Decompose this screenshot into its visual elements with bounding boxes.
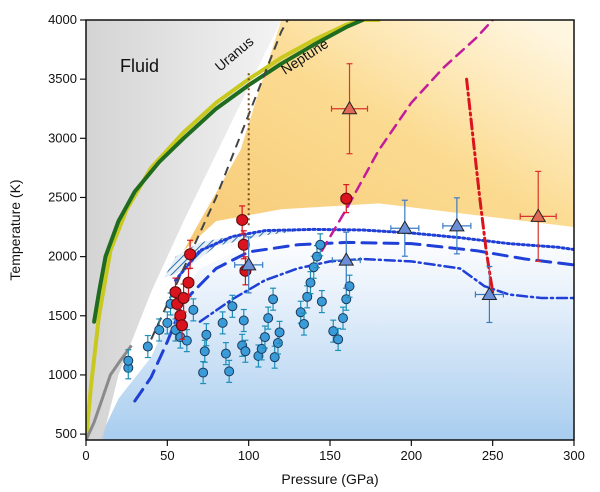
blue-data-point	[220, 348, 231, 359]
curves-group	[86, 20, 574, 440]
x-axis-label: Pressure (GPa)	[281, 471, 378, 487]
y-tick-label: 3500	[48, 71, 77, 86]
blue-data-point	[315, 239, 326, 250]
blue-data-point	[181, 335, 192, 346]
x-tick-label: 150	[319, 448, 341, 463]
x-tick-label: 200	[400, 448, 422, 463]
blue-data-point	[154, 324, 165, 335]
red-triangle-point	[530, 208, 547, 222]
blue-data-point	[269, 352, 280, 363]
fluid-label: Fluid	[120, 56, 159, 76]
red-data-point	[236, 213, 249, 226]
blue-data-point	[295, 307, 306, 318]
y-tick-label: 2500	[48, 189, 77, 204]
red-data-point	[175, 319, 188, 332]
blue-data-point	[227, 301, 238, 312]
x-ticks: 0 50 100 150 200 250 300	[82, 440, 585, 463]
x-tick-label: 50	[160, 448, 174, 463]
blue-data-point	[256, 343, 267, 354]
series-line-6	[320, 20, 494, 252]
blue-data-point	[305, 277, 316, 288]
blue-data-point	[333, 334, 344, 345]
blue-data-point	[240, 346, 251, 357]
red-data-point	[182, 276, 195, 289]
blue-data-point	[338, 313, 349, 324]
series-line-0	[86, 20, 381, 440]
red-triangle-point	[341, 100, 358, 115]
blue-data-point	[268, 294, 279, 305]
y-ticks: 500 1000 1500 2000 2500 3000 3500 4000	[48, 12, 86, 441]
y-tick-label: 1000	[48, 367, 77, 382]
blue-data-point	[238, 315, 249, 326]
blue-data-point	[224, 366, 235, 377]
y-tick-label: 1500	[48, 308, 77, 323]
fluid-grey-region	[86, 20, 282, 440]
superionic-orange-region	[167, 20, 574, 281]
series-line-3	[174, 227, 574, 282]
series-line-5	[465, 77, 495, 294]
blue-data-point	[302, 291, 313, 302]
blue-data-point	[142, 341, 153, 352]
y-axis-label: Temperature (K)	[7, 179, 23, 280]
grey-low-curve	[86, 344, 133, 440]
blue-data-point	[316, 296, 327, 307]
blue-data-point	[263, 313, 274, 324]
blue-triangle-point	[481, 286, 498, 300]
blue-data-point	[311, 251, 322, 262]
blue-data-point	[298, 319, 309, 330]
y-tick-label: 2000	[48, 249, 77, 264]
blue-data-point	[199, 346, 210, 357]
blue-data-point	[274, 327, 285, 338]
blue-data-point	[188, 304, 199, 315]
data-points-group	[123, 63, 557, 385]
blue-data-point	[201, 329, 212, 340]
blue-data-point	[123, 355, 134, 366]
red-data-point	[177, 292, 190, 305]
x-tick-label: 300	[563, 448, 585, 463]
series-line-2	[133, 240, 574, 403]
y-tick-label: 3000	[48, 130, 77, 145]
dark-dashed-line	[150, 20, 289, 340]
x-tick-label: 0	[82, 448, 89, 463]
blue-triangle-point	[338, 252, 355, 266]
blue-data-point	[259, 332, 270, 343]
series-line-4	[198, 257, 574, 323]
x-tick-label: 250	[482, 448, 504, 463]
blue-triangle-point	[240, 256, 257, 271]
blue-triangle-point	[449, 217, 465, 232]
red-data-point	[237, 238, 250, 251]
blue-triangle-point	[396, 220, 413, 234]
blue-data-point	[162, 317, 173, 328]
y-tick-label: 4000	[48, 12, 77, 27]
red-data-point	[184, 248, 197, 261]
y-tick-label: 500	[55, 426, 77, 441]
blue-data-point	[217, 317, 228, 328]
blue-data-point	[198, 367, 209, 378]
red-data-point	[340, 192, 353, 205]
x-tick-label: 100	[238, 448, 260, 463]
series-line-1	[92, 20, 365, 324]
